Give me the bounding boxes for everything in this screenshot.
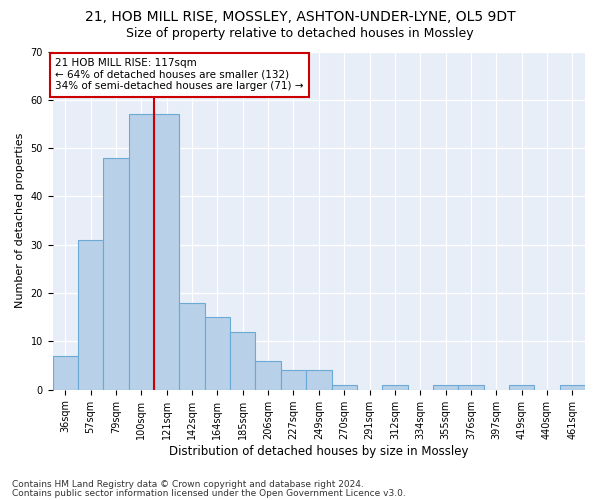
Bar [332, 385, 357, 390]
Bar [230, 332, 256, 390]
Bar [256, 360, 281, 390]
Bar [129, 114, 154, 390]
Text: Contains HM Land Registry data © Crown copyright and database right 2024.: Contains HM Land Registry data © Crown c… [12, 480, 364, 489]
Bar [205, 317, 230, 390]
Bar [53, 356, 78, 390]
Bar [103, 158, 129, 390]
Bar [179, 303, 205, 390]
Text: 21, HOB MILL RISE, MOSSLEY, ASHTON-UNDER-LYNE, OL5 9DT: 21, HOB MILL RISE, MOSSLEY, ASHTON-UNDER… [85, 10, 515, 24]
Bar [78, 240, 103, 390]
Bar [154, 114, 179, 390]
Text: 21 HOB MILL RISE: 117sqm
← 64% of detached houses are smaller (132)
34% of semi-: 21 HOB MILL RISE: 117sqm ← 64% of detach… [55, 58, 304, 92]
Bar [433, 385, 458, 390]
Y-axis label: Number of detached properties: Number of detached properties [15, 133, 25, 308]
X-axis label: Distribution of detached houses by size in Mossley: Distribution of detached houses by size … [169, 444, 469, 458]
Bar [382, 385, 407, 390]
Bar [560, 385, 585, 390]
Text: Contains public sector information licensed under the Open Government Licence v3: Contains public sector information licen… [12, 488, 406, 498]
Bar [458, 385, 484, 390]
Bar [306, 370, 332, 390]
Bar [509, 385, 535, 390]
Bar [281, 370, 306, 390]
Text: Size of property relative to detached houses in Mossley: Size of property relative to detached ho… [126, 28, 474, 40]
